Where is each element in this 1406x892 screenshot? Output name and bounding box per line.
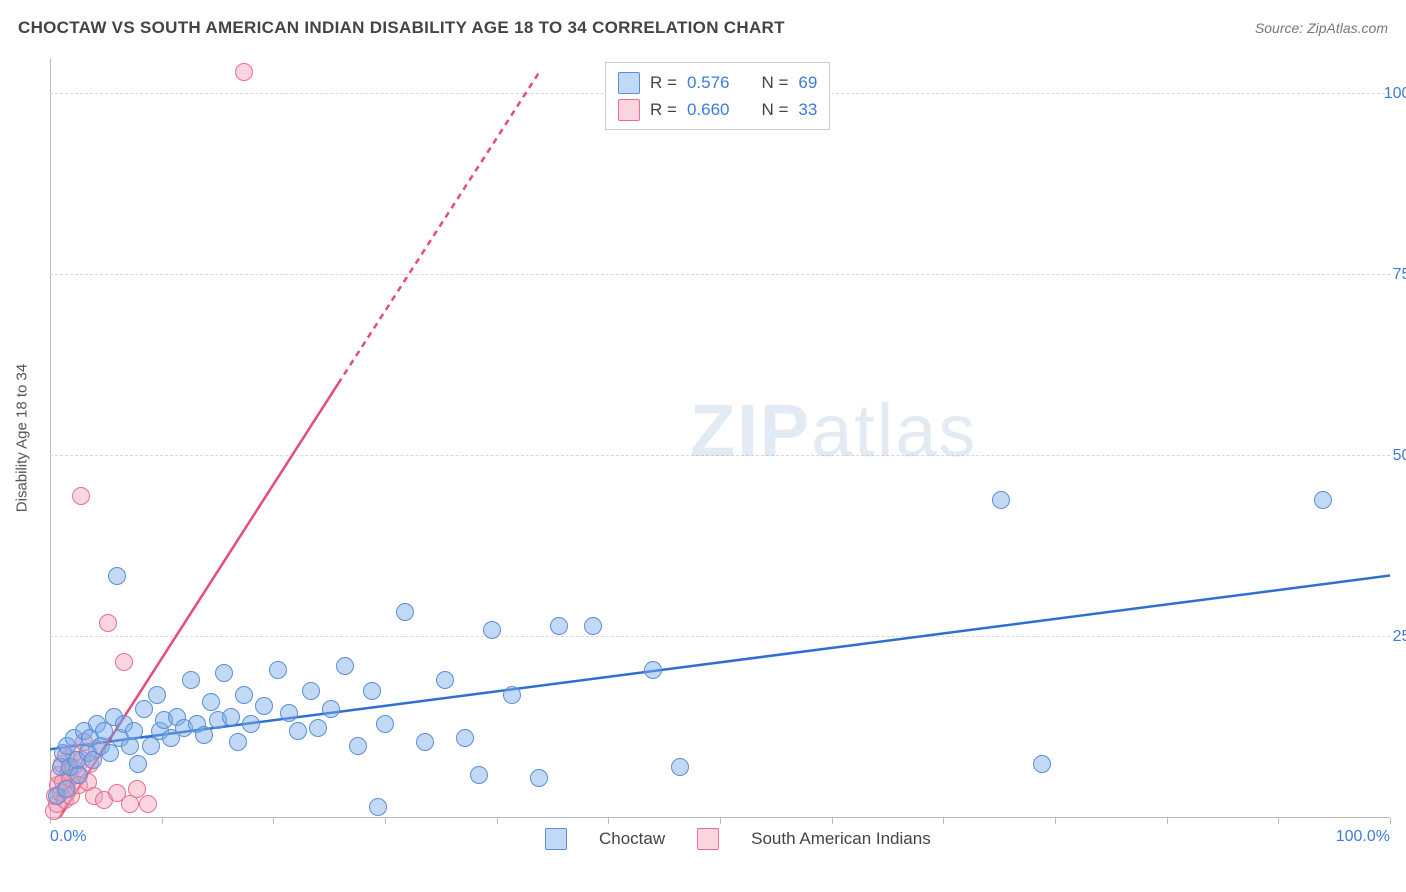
x-tick (1055, 818, 1056, 824)
x-tick (1278, 818, 1279, 824)
choctaw-point (470, 766, 488, 784)
choctaw-point (182, 671, 200, 689)
choctaw-point (436, 671, 454, 689)
choctaw-point (135, 700, 153, 718)
y-tick-label: 50.0% (1393, 447, 1406, 465)
choctaw-point (336, 657, 354, 675)
n-value-sai: 33 (798, 96, 817, 123)
legend-label-sai: South American Indians (751, 829, 931, 849)
choctaw-point (1314, 491, 1332, 509)
correlation-legend: R = 0.576 N = 69 R = 0.660 N = 33 (605, 62, 830, 130)
choctaw-point (309, 719, 327, 737)
choctaw-point (1033, 755, 1051, 773)
choctaw-point (483, 621, 501, 639)
choctaw-point (269, 661, 287, 679)
swatch-sai (618, 99, 640, 121)
choctaw-point (289, 722, 307, 740)
x-tick (273, 818, 274, 824)
y-axis-label: Disability Age 18 to 34 (14, 364, 31, 512)
n-label: N = (761, 96, 788, 123)
choctaw-point (396, 603, 414, 621)
choctaw-point (202, 693, 220, 711)
choctaw-point (456, 729, 474, 747)
choctaw-point (584, 617, 602, 635)
choctaw-point (349, 737, 367, 755)
x-tick (385, 818, 386, 824)
choctaw-point (992, 491, 1010, 509)
sai-point (115, 653, 133, 671)
y-tick-label: 25.0% (1393, 628, 1406, 646)
choctaw-point (369, 798, 387, 816)
choctaw-point (70, 766, 88, 784)
sai-point (139, 795, 157, 813)
x-tick-label: 100.0% (1336, 828, 1390, 846)
swatch-choctaw (545, 828, 567, 850)
n-label: N = (761, 69, 788, 96)
x-tick (608, 818, 609, 824)
choctaw-point (129, 755, 147, 773)
y-tick-label: 75.0% (1393, 266, 1406, 284)
x-tick (832, 818, 833, 824)
swatch-sai (697, 828, 719, 850)
series-legend: Choctaw South American Indians (545, 828, 931, 850)
legend-row-sai: R = 0.660 N = 33 (618, 96, 817, 123)
chart-title: CHOCTAW VS SOUTH AMERICAN INDIAN DISABIL… (18, 18, 785, 38)
choctaw-point (322, 700, 340, 718)
choctaw-point (644, 661, 662, 679)
choctaw-point (229, 733, 247, 751)
x-tick (1167, 818, 1168, 824)
r-label: R = (650, 96, 677, 123)
choctaw-point (530, 769, 548, 787)
choctaw-point (148, 686, 166, 704)
sai-point (72, 487, 90, 505)
trend-line (338, 72, 539, 383)
choctaw-point (57, 780, 75, 798)
r-value-choctaw: 0.576 (687, 69, 730, 96)
choctaw-point (363, 682, 381, 700)
x-tick (943, 818, 944, 824)
choctaw-point (125, 722, 143, 740)
choctaw-point (222, 708, 240, 726)
x-tick-label: 0.0% (50, 828, 86, 846)
sai-point (235, 63, 253, 81)
choctaw-point (195, 726, 213, 744)
choctaw-point (242, 715, 260, 733)
choctaw-point (503, 686, 521, 704)
source-label: Source: ZipAtlas.com (1255, 20, 1388, 36)
n-value-choctaw: 69 (798, 69, 817, 96)
sai-point (99, 614, 117, 632)
legend-label-choctaw: Choctaw (599, 829, 665, 849)
trend-lines (50, 58, 1390, 818)
choctaw-point (280, 704, 298, 722)
legend-row-choctaw: R = 0.576 N = 69 (618, 69, 817, 96)
choctaw-point (108, 567, 126, 585)
choctaw-point (215, 664, 233, 682)
swatch-choctaw (618, 72, 640, 94)
r-value-sai: 0.660 (687, 96, 730, 123)
x-tick (1390, 818, 1391, 824)
chart-plot-area: Disability Age 18 to 34 25.0%50.0%75.0%1… (50, 58, 1390, 818)
r-label: R = (650, 69, 677, 96)
choctaw-point (376, 715, 394, 733)
x-tick (162, 818, 163, 824)
x-tick (720, 818, 721, 824)
choctaw-point (671, 758, 689, 776)
x-tick (497, 818, 498, 824)
choctaw-point (235, 686, 253, 704)
choctaw-point (302, 682, 320, 700)
choctaw-point (416, 733, 434, 751)
choctaw-point (255, 697, 273, 715)
choctaw-point (550, 617, 568, 635)
